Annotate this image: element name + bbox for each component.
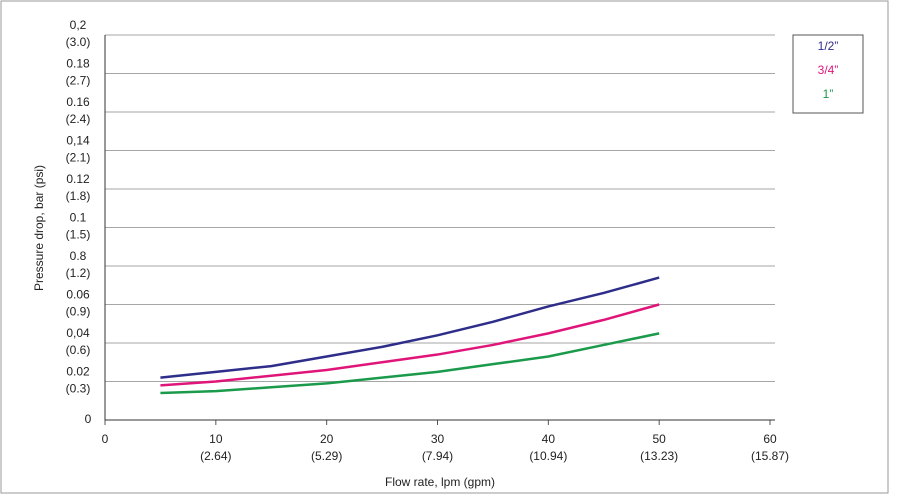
y-tick-label: 0.02 (66, 365, 90, 379)
y-tick-label: (1.5) (66, 228, 91, 242)
y-tick-label: (2.4) (66, 112, 91, 126)
y-tick-label: (2.7) (66, 74, 91, 88)
y-tick-label: 0.06 (66, 288, 90, 302)
x-tick-label: 40 (542, 432, 556, 446)
y-tick-label: 0.18 (66, 57, 90, 71)
series-line (160, 303, 660, 387)
y-axis-label: Pressure drop, bar (psi) (32, 165, 46, 291)
y-tick-label: (3.0) (66, 35, 91, 49)
legend-label: 1/2” (818, 39, 839, 53)
y-tick-label: 0.12 (66, 172, 90, 186)
y-tick-label: 0,14 (66, 134, 90, 148)
x-axis-label: Flow rate, lpm (gpm) (385, 475, 495, 489)
x-tick-label: (7.94) (422, 449, 453, 463)
y-tick-label: (0.6) (66, 343, 91, 357)
y-tick-label: 0.16 (66, 95, 90, 109)
legend-label: 1” (823, 87, 834, 101)
x-tick-label: (10.94) (529, 449, 567, 463)
y-tick-label: 0,04 (66, 326, 90, 340)
series-line (160, 276, 660, 379)
y-tick-label: 0.8 (70, 249, 87, 263)
legend-box (792, 34, 864, 114)
x-tick-label: (2.64) (200, 449, 231, 463)
series-line (160, 332, 660, 395)
x-tick-label: (13.23) (640, 449, 678, 463)
y-tick-label: 0.1 (70, 211, 87, 225)
y-tick-label: (0.3) (66, 382, 91, 396)
y-tick-label: 0 (85, 412, 92, 426)
y-tick-label: (0.9) (66, 305, 91, 319)
x-tick-label: 30 (431, 432, 445, 446)
x-tick-label: 20 (320, 432, 334, 446)
x-tick-label: (15.87) (751, 449, 789, 463)
x-tick-label: 50 (652, 432, 666, 446)
y-tick-label: (2.1) (66, 151, 91, 165)
y-tick-label: 0,2 (70, 18, 87, 32)
x-tick-label: 0 (102, 432, 109, 446)
x-tick-label: (5.29) (311, 449, 342, 463)
legend-label: 3/4” (818, 63, 839, 77)
y-tick-label: (1.2) (66, 266, 91, 280)
x-tick-label: 60 (763, 432, 777, 446)
y-tick-label: (1.8) (66, 189, 91, 203)
frame (0, 0, 889, 494)
x-tick-label: 10 (209, 432, 223, 446)
